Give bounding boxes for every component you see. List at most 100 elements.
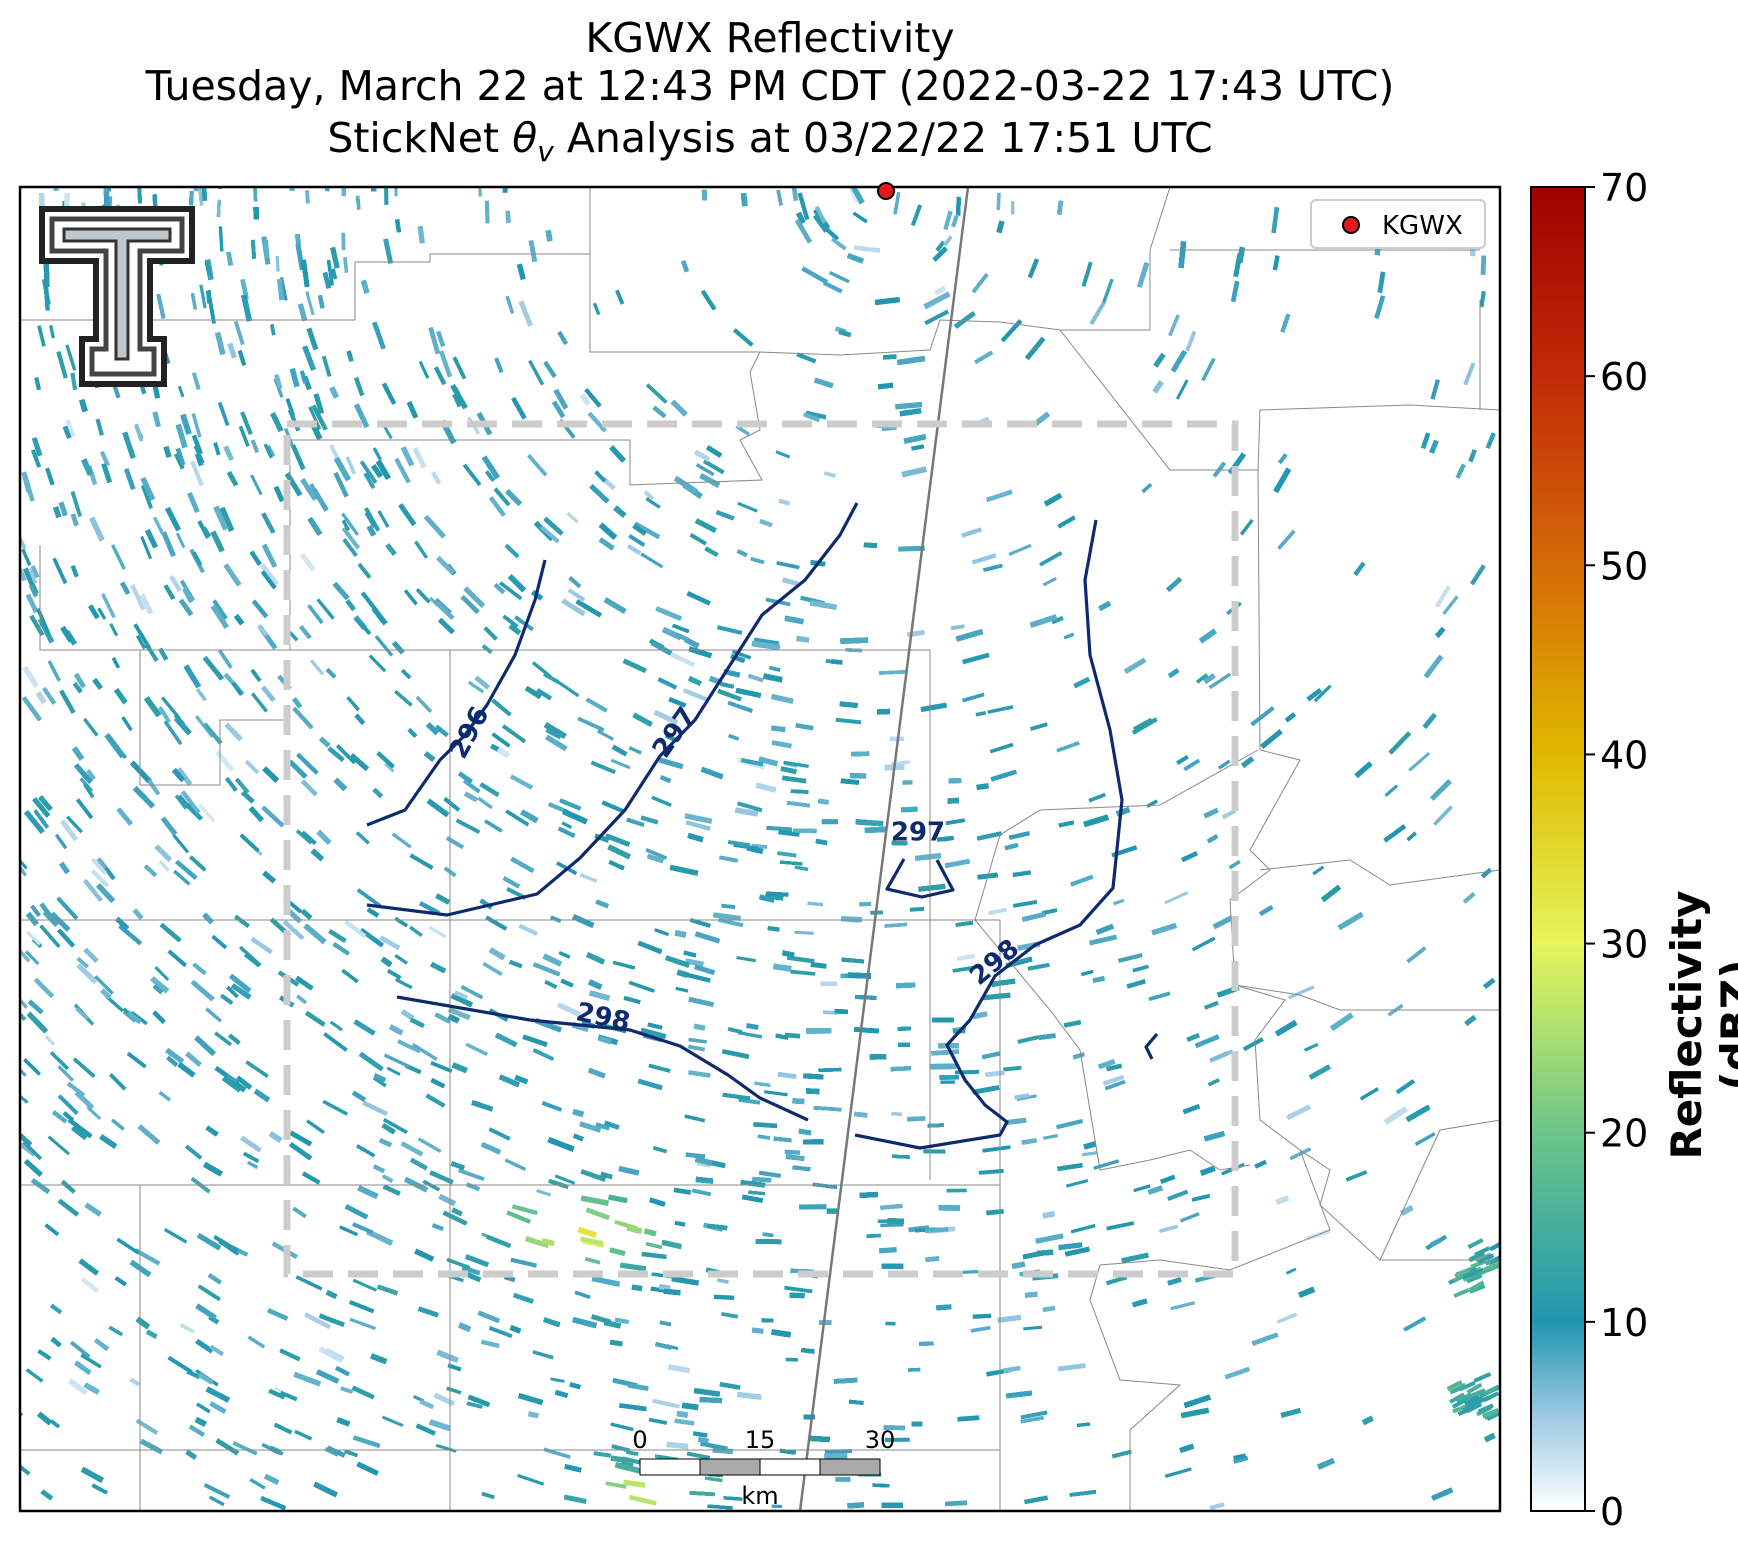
echo-gate xyxy=(618,1165,640,1176)
echo-gate xyxy=(548,1178,569,1190)
echo-gate xyxy=(240,278,249,300)
echo-gate xyxy=(57,1198,80,1217)
echo-gate xyxy=(556,680,580,698)
echo-gate xyxy=(595,1122,610,1131)
echo-gate xyxy=(33,809,50,829)
echo-gate xyxy=(1164,1467,1192,1478)
echo-gate xyxy=(250,692,269,713)
echo-gate xyxy=(1408,751,1431,772)
echo-gate xyxy=(54,833,68,850)
echo-gate xyxy=(877,382,894,390)
echo-gate xyxy=(1063,632,1075,640)
echo-gate xyxy=(134,423,144,442)
echo-gate xyxy=(878,1247,897,1254)
echo-gate xyxy=(1228,859,1241,870)
echo-gate xyxy=(199,284,207,309)
echo-gate xyxy=(611,744,628,757)
echo-gate xyxy=(877,1219,890,1224)
echo-gate xyxy=(559,798,582,811)
echo-gate xyxy=(452,393,462,408)
echo-gate xyxy=(197,187,204,206)
echo-gate xyxy=(366,907,380,918)
echo-gate xyxy=(566,511,579,524)
echo-gate xyxy=(47,1135,70,1156)
echo-gate xyxy=(477,187,482,197)
echo-gate xyxy=(601,800,624,813)
echo-gate xyxy=(309,659,325,676)
chart-subtitle-time: Tuesday, March 22 at 12:43 PM CDT (2022-… xyxy=(145,62,1395,110)
echo-gate xyxy=(177,385,185,398)
echo-gate xyxy=(371,606,388,626)
echo-gate xyxy=(771,1504,782,1508)
echo-gate xyxy=(160,696,181,720)
echo-gate xyxy=(321,355,332,377)
echo-gate xyxy=(75,798,94,820)
echo-gate xyxy=(934,285,947,296)
echo-gate xyxy=(659,1320,672,1327)
echo-gate xyxy=(685,958,705,967)
echo-gate xyxy=(783,760,809,768)
echo-gate xyxy=(374,635,394,657)
echo-gate xyxy=(1056,200,1064,216)
echo-gate xyxy=(304,1010,326,1027)
echo-gate xyxy=(84,1202,102,1217)
echo-gate xyxy=(655,606,683,621)
echo-gate xyxy=(123,468,136,491)
echo-gate xyxy=(318,1313,345,1328)
echo-gate xyxy=(453,990,469,1000)
echo-gate xyxy=(174,794,188,810)
echo-gate xyxy=(158,859,170,872)
echo-gate xyxy=(108,1073,127,1091)
echo-gate xyxy=(88,604,100,620)
echo-gate xyxy=(248,806,264,823)
echo-gate xyxy=(1112,898,1125,906)
echo-gate xyxy=(1280,1407,1302,1419)
echo-gate xyxy=(1242,1037,1264,1052)
echo-gate xyxy=(631,1284,643,1292)
echo-gate xyxy=(140,535,153,560)
echo-gate xyxy=(137,1124,161,1145)
echo-gate xyxy=(728,733,740,741)
echo-gate xyxy=(175,532,186,549)
echo-gate xyxy=(409,853,434,870)
echo-gate xyxy=(654,928,670,937)
echo-gate xyxy=(446,1386,462,1395)
echo-gate xyxy=(946,1188,967,1193)
echo-gate xyxy=(450,992,474,1008)
echo-gate xyxy=(585,951,606,965)
echo-gate xyxy=(166,1055,179,1067)
echo-gate xyxy=(345,599,356,612)
echo-gate xyxy=(76,963,98,984)
echo-gate xyxy=(398,503,417,527)
echo-gate xyxy=(643,1228,657,1237)
echo-gate xyxy=(812,214,829,233)
echo-gate xyxy=(70,372,78,391)
echo-gate xyxy=(372,1076,387,1088)
echo-gate xyxy=(52,557,68,585)
echo-gate xyxy=(686,591,711,606)
echo-gate xyxy=(777,1071,797,1079)
echo-gate xyxy=(1089,300,1107,326)
echo-gate xyxy=(1105,1275,1128,1286)
echo-gate xyxy=(880,1223,904,1228)
echo-gate xyxy=(849,772,867,779)
echo-gate xyxy=(996,192,1001,210)
echo-gate xyxy=(975,710,987,717)
echo-gate xyxy=(305,190,310,204)
echo-gate xyxy=(935,240,946,252)
echo-gate xyxy=(914,852,942,862)
echo-gate xyxy=(572,1133,584,1142)
echo-gate xyxy=(417,225,425,244)
echo-gate xyxy=(780,766,798,775)
echo-gate xyxy=(381,1122,396,1135)
echo-gate xyxy=(21,548,32,566)
echo-gate xyxy=(267,1307,289,1321)
echo-gate xyxy=(633,521,661,540)
echo-gate xyxy=(471,1099,494,1112)
chart-subtitle-analysis: StickNet θv Analysis at 03/22/22 17:51 U… xyxy=(327,114,1213,169)
echo-gate xyxy=(770,725,786,733)
echo-gate xyxy=(554,1174,576,1185)
echo-gate xyxy=(1217,759,1231,770)
echo-gate xyxy=(94,975,114,995)
echo-gate xyxy=(1132,717,1153,731)
